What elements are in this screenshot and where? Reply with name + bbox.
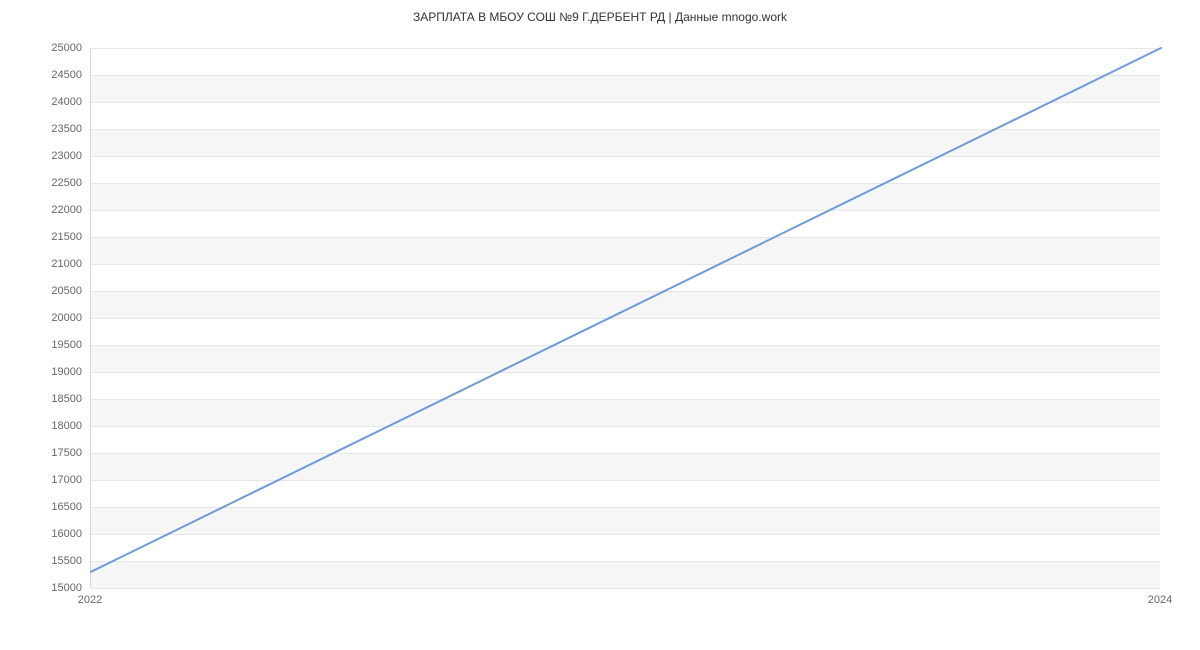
y-tick-label: 16000: [51, 528, 82, 540]
y-tick-label: 15500: [51, 555, 82, 567]
salary-line-chart: ЗАРПЛАТА В МБОУ СОШ №9 Г.ДЕРБЕНТ РД | Да…: [0, 0, 1200, 650]
y-tick-label: 15000: [51, 582, 82, 594]
series-line: [91, 48, 1161, 572]
y-tick-label: 23500: [51, 123, 82, 135]
y-tick-label: 20000: [51, 312, 82, 324]
y-tick-label: 17500: [51, 447, 82, 459]
y-tick-label: 21000: [51, 258, 82, 270]
y-tick-label: 19500: [51, 339, 82, 351]
plot-area: [90, 48, 1160, 588]
y-tick-label: 22500: [51, 177, 82, 189]
y-tick-label: 23000: [51, 150, 82, 162]
y-tick-label: 19000: [51, 366, 82, 378]
y-tick-label: 17000: [51, 474, 82, 486]
chart-title: ЗАРПЛАТА В МБОУ СОШ №9 Г.ДЕРБЕНТ РД | Да…: [0, 10, 1200, 24]
y-tick-label: 21500: [51, 231, 82, 243]
line-series: [91, 48, 1161, 588]
y-tick-label: 24000: [51, 96, 82, 108]
y-tick-label: 18500: [51, 393, 82, 405]
y-tick-label: 18000: [51, 420, 82, 432]
y-tick-label: 16500: [51, 501, 82, 513]
x-tick-label: 2024: [1148, 594, 1172, 606]
y-tick-label: 24500: [51, 69, 82, 81]
y-tick-label: 25000: [51, 42, 82, 54]
x-tick-label: 2022: [78, 594, 102, 606]
y-tick-label: 22000: [51, 204, 82, 216]
y-tick-label: 20500: [51, 285, 82, 297]
